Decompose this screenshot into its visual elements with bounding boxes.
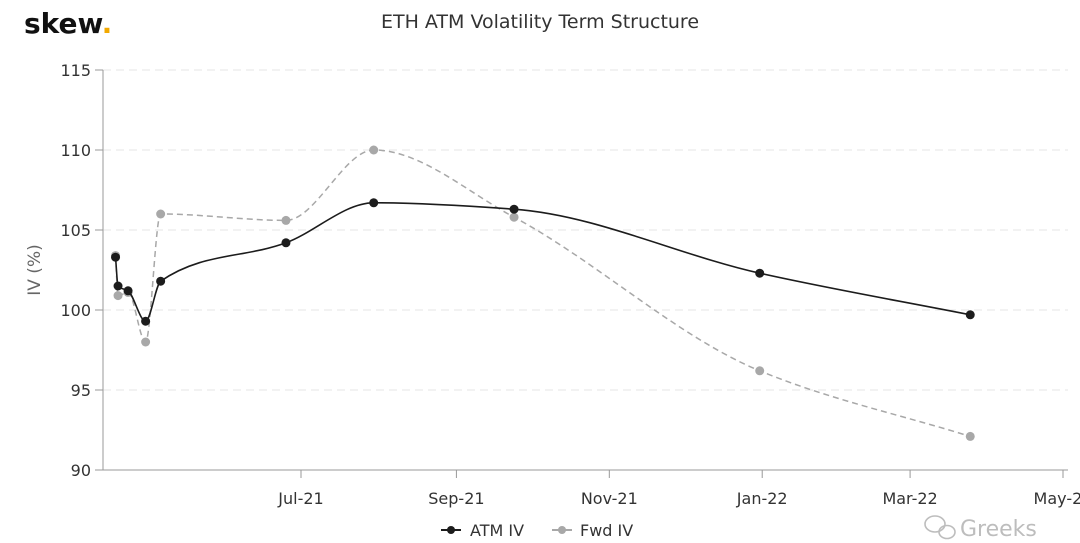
- y-tick-label-90: 90: [71, 461, 91, 480]
- y-tick-label-95: 95: [71, 381, 91, 400]
- point-fwd-iv-8[interactable]: [755, 366, 765, 376]
- legend: ATM IV Fwd IV: [441, 521, 633, 540]
- x-tick-label-Jan-22: Jan-22: [736, 489, 788, 508]
- point-atm-iv-7[interactable]: [509, 204, 519, 214]
- watermark: Greeks: [924, 515, 1037, 542]
- point-atm-iv-5[interactable]: [281, 238, 291, 248]
- point-atm-iv-9[interactable]: [965, 310, 975, 320]
- point-atm-iv-2[interactable]: [123, 286, 133, 296]
- legend-item-fwd-iv[interactable]: Fwd IV: [552, 521, 633, 540]
- point-atm-iv-0[interactable]: [111, 252, 121, 262]
- legend-label-atm-iv: ATM IV: [470, 521, 524, 540]
- chart-title: ETH ATM Volatility Term Structure: [381, 11, 699, 33]
- point-atm-iv-1[interactable]: [113, 281, 123, 291]
- x-tick-label-Sep-21: Sep-21: [428, 489, 484, 508]
- point-fwd-iv-9[interactable]: [965, 431, 975, 441]
- legend-label-fwd-iv: Fwd IV: [580, 521, 633, 540]
- brand-name: skew: [24, 7, 103, 40]
- point-atm-iv-6[interactable]: [369, 198, 379, 208]
- grid: [103, 69, 1068, 391]
- x-tick-label-Jul-21: Jul-21: [277, 489, 323, 508]
- point-atm-iv-8[interactable]: [755, 268, 765, 278]
- series-line-atm-iv: [114, 201, 971, 323]
- watermark-text: Greeks: [960, 517, 1037, 542]
- x-tick-label-May-22: May-22: [1034, 489, 1080, 508]
- axes: [95, 69, 1068, 478]
- point-fwd-iv-6[interactable]: [369, 145, 379, 155]
- point-atm-iv-4[interactable]: [156, 276, 166, 286]
- y-tick-labels: 90 95 100 105 110 115: [60, 61, 91, 480]
- legend-marker-atm-iv: [447, 526, 455, 534]
- point-fwd-iv-3[interactable]: [141, 337, 151, 347]
- brand-logo: skew.: [24, 7, 112, 40]
- legend-item-atm-iv[interactable]: ATM IV: [441, 521, 524, 540]
- x-tick-label-Mar-22: Mar-22: [882, 489, 937, 508]
- point-fwd-iv-1[interactable]: [113, 291, 123, 301]
- series: [111, 145, 975, 441]
- point-fwd-iv-4[interactable]: [156, 209, 166, 219]
- y-axis-label: IV (%): [25, 244, 45, 295]
- point-fwd-iv-7[interactable]: [509, 212, 519, 222]
- wechat-icon: [924, 515, 956, 540]
- series-line-fwd-iv: [114, 149, 971, 438]
- point-fwd-iv-5[interactable]: [281, 215, 291, 225]
- x-tick-labels: Jul-21 Sep-21 Nov-21 Jan-22 Mar-22 May-22: [277, 489, 1080, 508]
- y-tick-label-115: 115: [60, 61, 91, 80]
- brand-dot: .: [102, 7, 113, 40]
- y-tick-label-105: 105: [60, 221, 91, 240]
- y-tick-label-110: 110: [60, 141, 91, 160]
- legend-marker-fwd-iv: [558, 526, 566, 534]
- x-tick-label-Nov-21: Nov-21: [581, 489, 638, 508]
- y-tick-label-100: 100: [60, 301, 91, 320]
- point-atm-iv-3[interactable]: [141, 316, 151, 326]
